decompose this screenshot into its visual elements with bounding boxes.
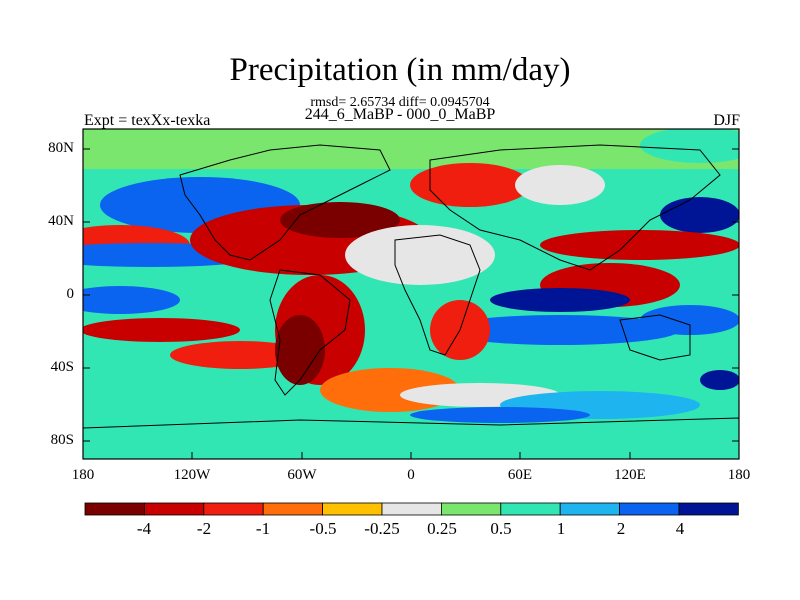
lon-label-120e: 120E — [614, 467, 646, 483]
lon-label-120w: 120W — [173, 467, 211, 483]
colorbar-label: 1 — [556, 519, 566, 538]
lon-tick-marks — [82, 452, 740, 459]
lon-label-180w: 180 — [71, 467, 95, 483]
stats-line: rmsd= 2.65734 diff= 0.0945704 — [310, 95, 490, 110]
colorbar-label: -4 — [136, 519, 152, 538]
colorbar-swatch — [84, 502, 145, 516]
colorbar-swatch — [381, 502, 442, 516]
colorbar-label: -2 — [196, 519, 212, 538]
subtitle: 244_6_MaBP - 000_0_MaBP — [304, 106, 496, 123]
lat-label-40n: 40N — [48, 213, 74, 229]
lat-label-40s: 40S — [50, 359, 74, 375]
colorbar-swatch — [559, 502, 621, 516]
colorbar-swatch — [262, 502, 324, 516]
colorbar-label: -1 — [255, 519, 271, 538]
colorbar-swatch — [203, 502, 264, 516]
lat-label-0: 0 — [66, 286, 75, 302]
lon-label-0: 0 — [407, 467, 415, 483]
lat-label-80s: 80S — [50, 432, 74, 448]
colorbar-label: 0.5 — [490, 519, 512, 538]
coastline-outlines — [83, 144, 739, 459]
colorbar-label: 2 — [616, 519, 626, 538]
lon-label-60e: 60E — [507, 467, 533, 483]
colorbar-swatch — [440, 502, 502, 516]
colorbar — [84, 502, 739, 516]
lon-label-60w: 60W — [287, 467, 317, 483]
page-title: Precipitation (in mm/day) — [229, 52, 571, 88]
colorbar-label: -0.5 — [309, 519, 337, 538]
colorbar-swatch — [143, 502, 205, 516]
colorbar-swatch — [322, 502, 383, 516]
colorbar-swatch — [678, 502, 739, 516]
map-field — [83, 129, 739, 459]
lon-label-180e: 180 — [727, 467, 751, 483]
lat-tick-marks — [83, 148, 739, 442]
colorbar-swatch — [500, 502, 561, 516]
colorbar-label: 4 — [675, 519, 685, 538]
experiment-label: Expt = texXx-texka — [84, 112, 211, 129]
colorbar-swatch — [619, 502, 680, 516]
lat-label-80n: 80N — [48, 140, 74, 156]
colorbar-label: 0.25 — [427, 519, 457, 538]
season-label: DJF — [713, 112, 740, 129]
colorbar-label: -0.25 — [364, 519, 400, 538]
